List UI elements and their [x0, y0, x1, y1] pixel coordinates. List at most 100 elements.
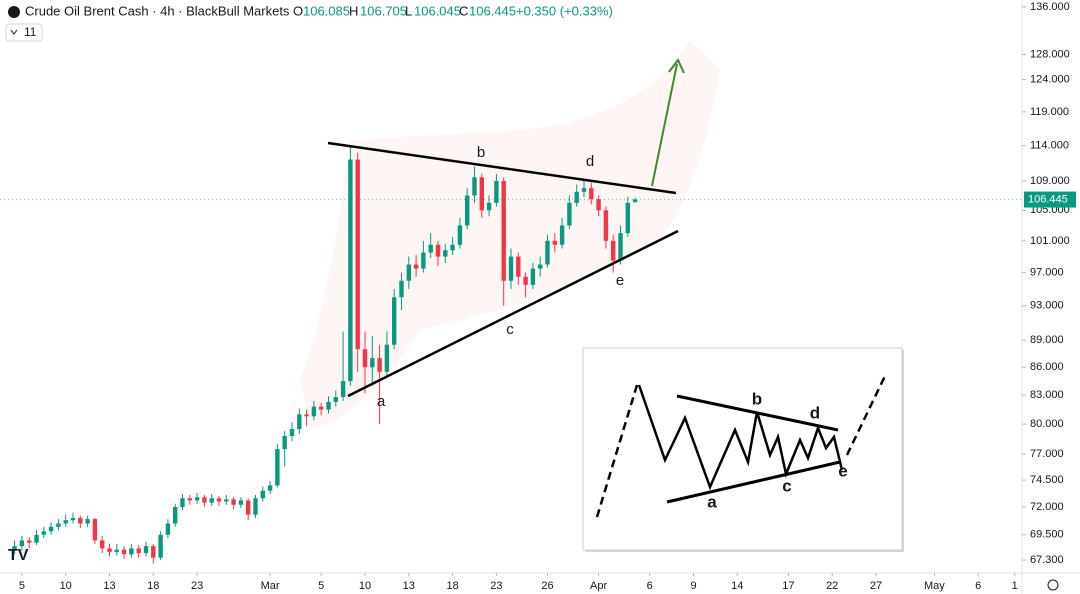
ohlc-key: L — [405, 3, 412, 18]
candle-body — [413, 264, 419, 269]
indicator-count: 11 — [24, 25, 37, 39]
candle-body — [486, 202, 492, 211]
breakout-arrow — [651, 63, 678, 187]
inset-dashed — [595, 384, 639, 518]
candle-body — [187, 498, 192, 501]
indicator-toggle[interactable] — [5, 23, 43, 42]
candle-body — [100, 540, 105, 549]
candle-body — [611, 240, 616, 261]
candle-body — [267, 485, 273, 491]
candle-body — [56, 523, 61, 527]
wave-label: e — [616, 272, 624, 289]
candle-body — [428, 244, 433, 253]
candle-body — [231, 499, 236, 505]
candle-body — [48, 526, 54, 532]
candle-body — [392, 297, 397, 345]
candle-body — [224, 499, 229, 502]
candle-body — [559, 225, 565, 245]
candle-body — [333, 397, 338, 402]
candle-body — [194, 497, 200, 501]
x-tick-label: 5 — [19, 580, 25, 592]
ohlc-value: 106.085 — [303, 3, 350, 18]
y-tick-label: 67.300 — [1030, 554, 1064, 566]
inset-lower-line — [666, 460, 841, 504]
candle-body — [472, 177, 477, 196]
candle-body — [319, 406, 324, 410]
candle-body — [136, 548, 141, 554]
x-tick-label: 23 — [191, 580, 203, 592]
x-tick-label: Apr — [590, 580, 607, 592]
candle-body — [552, 240, 557, 245]
inset-upper-line — [676, 394, 839, 432]
candle-body — [377, 358, 382, 372]
candle-body — [41, 531, 46, 535]
ohlc-value: 106.445 — [469, 3, 516, 18]
ohlc-key: C — [459, 3, 468, 18]
candle-body — [202, 497, 207, 503]
y-tick-label: 136.000 — [1030, 1, 1070, 13]
upper-trendline — [327, 141, 677, 195]
lower-trendline — [347, 229, 679, 398]
chart-title: Crude Oil Brent Cash · 4h · BlackBull Ma… — [25, 3, 290, 18]
wave-label: d — [586, 153, 594, 170]
y-tick-label: 119.000 — [1030, 106, 1069, 118]
candle-body — [107, 548, 112, 552]
y-tick-label: 109.000 — [1030, 175, 1070, 187]
candle-body — [603, 210, 609, 241]
candle-body — [581, 188, 587, 192]
x-tick-label: 10 — [60, 580, 72, 592]
candle-body — [143, 546, 149, 554]
candle-body — [114, 549, 119, 552]
inset-zigzag — [637, 384, 844, 491]
candle-body — [516, 256, 521, 277]
candle-body — [479, 177, 484, 211]
y-tick-label: 128.000 — [1030, 48, 1070, 60]
candle-body — [209, 498, 214, 503]
candle-body — [501, 180, 506, 281]
candle-body — [370, 358, 375, 368]
last-price-tag — [1024, 191, 1076, 208]
candle-body — [340, 381, 346, 398]
candle-body — [260, 490, 265, 499]
candle-body — [421, 252, 426, 269]
candle-body — [180, 498, 185, 507]
candle-body — [465, 195, 470, 226]
y-tick-label: 97.000 — [1030, 267, 1064, 279]
y-tick-label: 114.000 — [1030, 140, 1069, 152]
inset-label: d — [810, 403, 820, 422]
candle-body — [494, 180, 499, 203]
candle-body — [70, 517, 76, 521]
last-price-label: 106.445 — [1028, 193, 1068, 205]
y-tick-label: 101.000 — [1030, 235, 1070, 247]
candle-body — [282, 436, 287, 450]
candle-body — [399, 280, 404, 298]
inset-diagram: b d a c e — [582, 347, 904, 552]
x-tick-label: 26 — [541, 580, 553, 592]
candle-body — [151, 546, 156, 558]
x-tick-label: May — [924, 580, 945, 592]
y-tick-label: 93.000 — [1030, 300, 1064, 312]
candle-body — [618, 233, 623, 261]
candle-body — [173, 506, 178, 524]
symbol-icon — [8, 6, 20, 18]
x-tick-label: 10 — [359, 580, 371, 592]
settings-icon[interactable] — [1047, 579, 1059, 591]
candle-body — [545, 240, 550, 265]
candle-body — [355, 159, 360, 350]
candle-body — [78, 517, 83, 524]
y-tick-label: 72.000 — [1030, 501, 1064, 513]
candle-body — [19, 540, 25, 547]
candle-body — [63, 520, 68, 524]
candle-body — [121, 549, 127, 555]
candle-body — [362, 349, 368, 368]
x-tick-label: 13 — [403, 580, 415, 592]
candle-body — [508, 256, 514, 281]
candle-body — [246, 500, 251, 515]
background-glow — [300, 40, 720, 430]
x-tick-label: 17 — [782, 580, 794, 592]
chevron — [10, 29, 18, 35]
candle-body — [589, 188, 594, 200]
candle-body — [567, 202, 572, 226]
candle-body — [530, 268, 536, 285]
